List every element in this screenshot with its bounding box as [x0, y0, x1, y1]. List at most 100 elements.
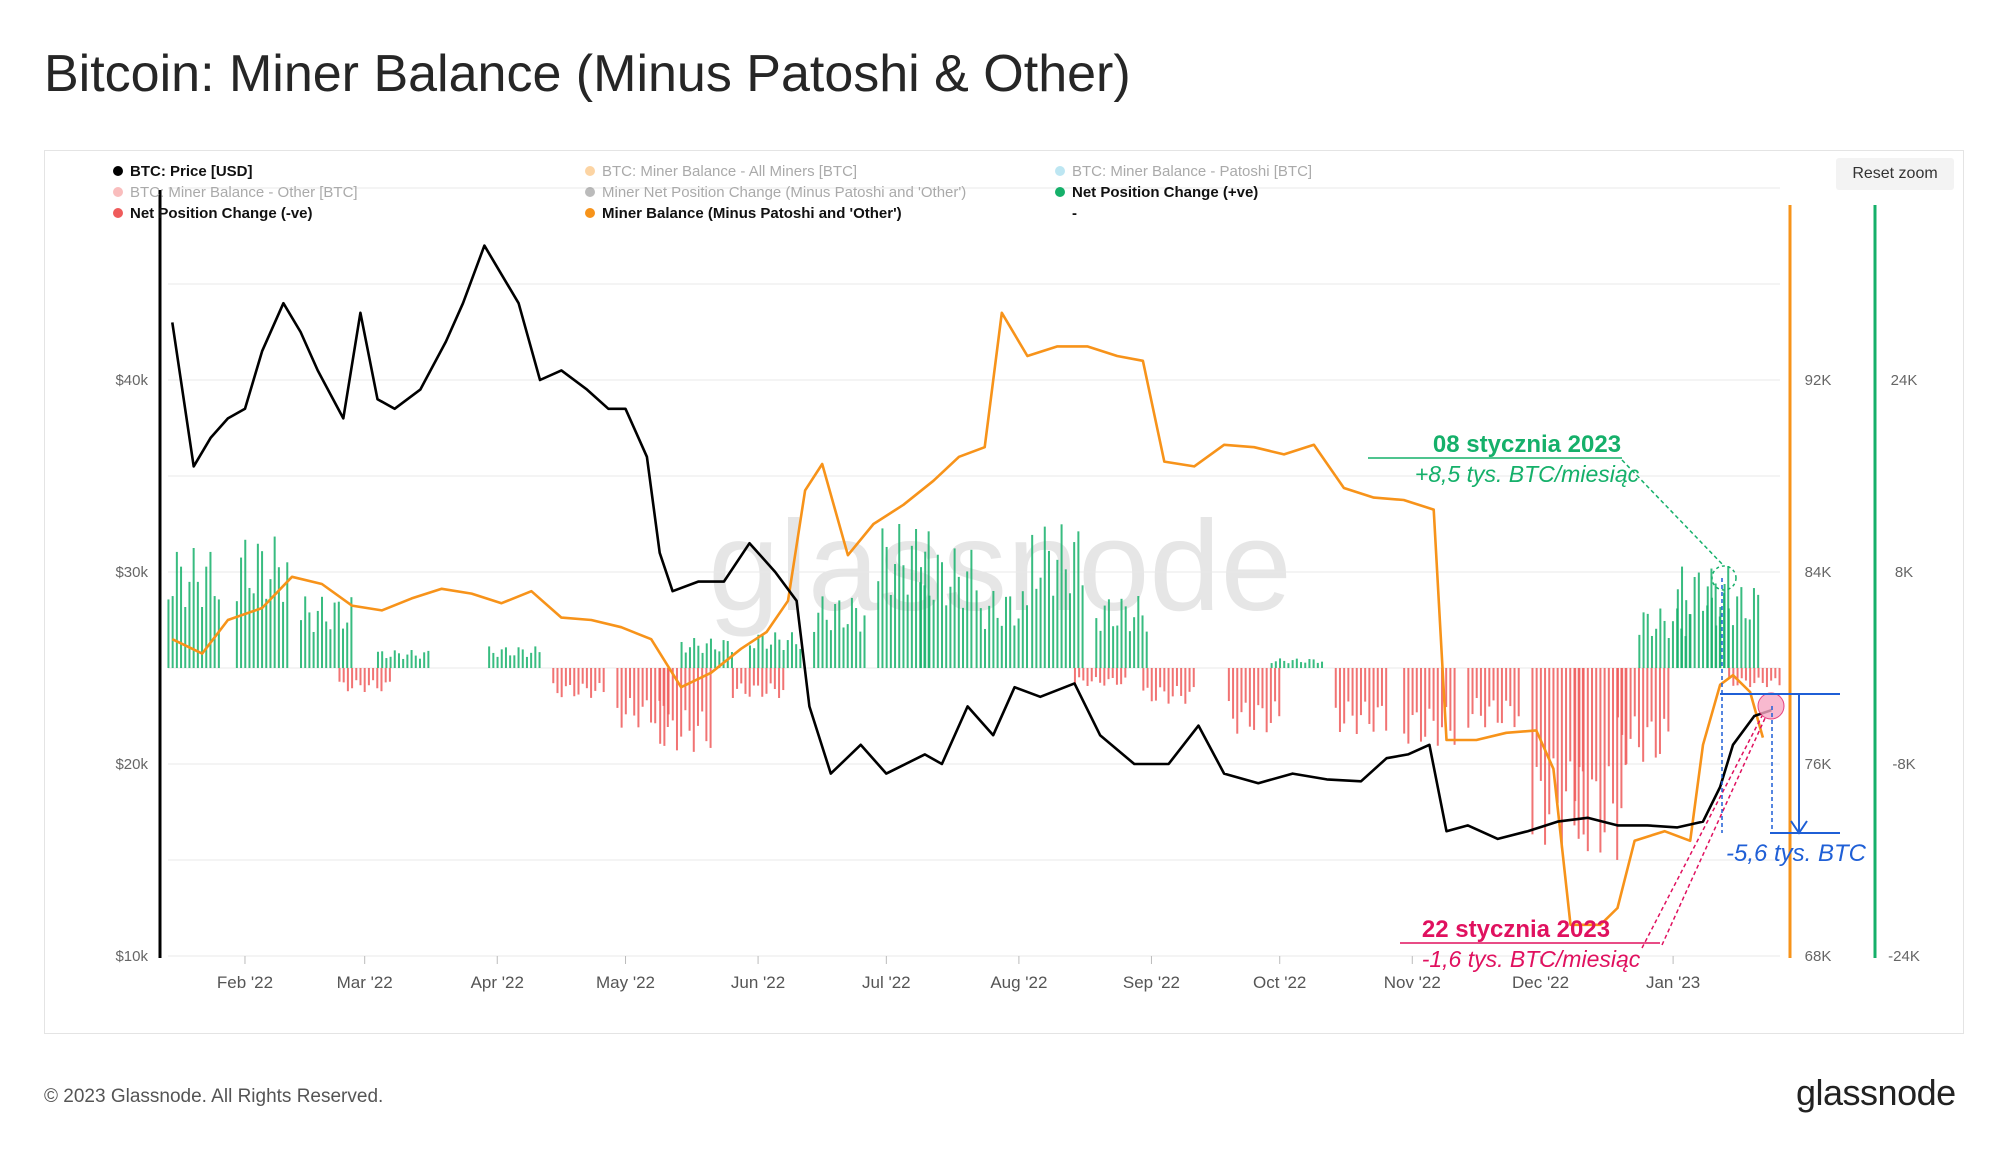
net-positive-bar — [333, 602, 336, 668]
net-positive-bar — [180, 566, 183, 668]
net-negative-bar — [372, 668, 375, 681]
net-negative-bar — [1578, 668, 1581, 768]
net-negative-bar — [1086, 668, 1089, 686]
net-positive-bar — [1736, 596, 1739, 668]
net-positive-bar — [496, 656, 499, 668]
net-positive-bar — [402, 658, 405, 668]
net-change-tick-label: -24K — [1888, 948, 1920, 965]
net-positive-bar — [337, 601, 340, 668]
legend-item-label: - — [1072, 205, 1077, 222]
net-negative-bar — [1073, 668, 1076, 684]
net-negative-bar — [346, 668, 349, 692]
net-positive-bar — [821, 596, 824, 668]
net-positive-bar — [538, 652, 541, 668]
net-positive-bar — [184, 607, 187, 668]
net-negative-bar — [376, 668, 379, 689]
net-positive-bar — [530, 652, 533, 668]
btc-price-line — [171, 244, 1772, 841]
x-tick-label: Apr '22 — [471, 973, 524, 992]
net-negative-bar — [1115, 668, 1118, 685]
net-positive-bar — [885, 546, 888, 668]
net-positive-bar — [834, 604, 837, 668]
net-negative-bar — [1334, 668, 1337, 708]
net-negative-bar — [1244, 668, 1247, 703]
annotation-marker — [1757, 692, 1785, 720]
net-positive-bar — [1064, 569, 1067, 668]
net-positive-bar — [1000, 625, 1003, 668]
net-positive-bar — [1095, 618, 1098, 668]
net-negative-bar — [1436, 668, 1439, 746]
annotation-title: 22 stycznia 2023 — [1422, 916, 1610, 943]
net-positive-bar — [1004, 596, 1007, 668]
net-negative-bar — [598, 668, 601, 684]
legend-marker — [113, 166, 123, 176]
net-positive-bar — [778, 639, 781, 668]
net-positive-bar — [829, 630, 832, 668]
net-negative-bar — [1171, 668, 1174, 697]
net-negative-bar — [1188, 668, 1191, 692]
net-negative-bar — [1658, 668, 1661, 754]
net-positive-bar — [304, 596, 307, 668]
annotation-subtitle: -1,6 tys. BTC/miesiąc — [1422, 946, 1641, 972]
net-positive-bar — [983, 628, 986, 668]
net-positive-bar — [308, 612, 311, 668]
net-negative-bar — [1616, 668, 1619, 860]
x-tick-label: Aug '22 — [990, 973, 1047, 992]
net-negative-bar — [1351, 668, 1354, 716]
x-tick-label: May '22 — [596, 973, 655, 992]
net-positive-bar — [248, 587, 251, 668]
net-positive-bar — [846, 624, 849, 668]
net-negative-bar — [1403, 668, 1406, 734]
net-negative-bar — [367, 668, 370, 686]
net-positive-bar — [1312, 659, 1315, 668]
net-negative-bar — [1424, 668, 1427, 737]
net-positive-bar — [996, 617, 999, 668]
net-negative-bar — [1343, 668, 1346, 724]
net-positive-bar — [277, 567, 280, 668]
net-positive-bar — [1056, 559, 1059, 668]
net-negative-bar — [1120, 668, 1123, 685]
net-negative-bar — [573, 668, 576, 697]
grid — [168, 187, 1780, 957]
net-negative-bar — [1159, 668, 1162, 688]
net-positive-bar — [1068, 593, 1071, 668]
price-tick-label: $40k — [115, 372, 148, 389]
net-positive-bar — [423, 652, 426, 668]
net-negative-bar — [1616, 668, 1619, 718]
net-negative-bar — [1560, 668, 1563, 848]
reset-zoom-button[interactable]: Reset zoom — [1836, 158, 1954, 190]
net-negative-bar — [1419, 668, 1422, 742]
legend[interactable]: BTC: Price [USD] BTC: Miner Balance - All… — [113, 163, 1312, 222]
net-positive-bar — [1137, 596, 1140, 668]
net-negative-bar — [709, 668, 712, 748]
net-negative-bar — [1099, 668, 1102, 683]
net-change-tick-label: 8K — [1895, 564, 1913, 581]
net-negative-bar — [1488, 668, 1491, 707]
net-negative-bar — [1376, 668, 1379, 708]
net-negative-bar — [1650, 668, 1653, 722]
net-positive-bar — [906, 594, 909, 668]
net-positive-bar — [1715, 625, 1718, 668]
annotation-subtitle: +8,5 tys. BTC/miesiąc — [1415, 461, 1640, 487]
net-negative-bar — [1347, 668, 1350, 702]
net-positive-bar — [813, 631, 816, 668]
net-negative-bar — [1531, 668, 1534, 835]
net-positive-bar — [1120, 598, 1123, 668]
net-negative-bar — [1535, 668, 1538, 767]
net-negative-bar — [560, 668, 563, 698]
x-tick-label: Feb '22 — [217, 973, 273, 992]
net-negative-bar — [342, 668, 345, 683]
net-positive-bar — [902, 565, 905, 668]
net-positive-bar — [427, 650, 430, 668]
x-tick-label: Mar '22 — [337, 973, 393, 992]
legend-marker — [585, 187, 595, 197]
net-negative-bar — [1736, 668, 1739, 686]
net-positive-bar — [509, 655, 512, 668]
net-negative-bar — [1261, 668, 1264, 709]
legend-item-label: BTC: Miner Balance - Other [BTC] — [130, 184, 358, 201]
net-positive-bar — [1752, 588, 1755, 668]
btc-price-series-line — [171, 244, 1772, 841]
net-negative-bar — [1595, 668, 1598, 782]
net-negative-bar — [1556, 668, 1559, 804]
net-change-tick-label: 24K — [1891, 372, 1918, 389]
